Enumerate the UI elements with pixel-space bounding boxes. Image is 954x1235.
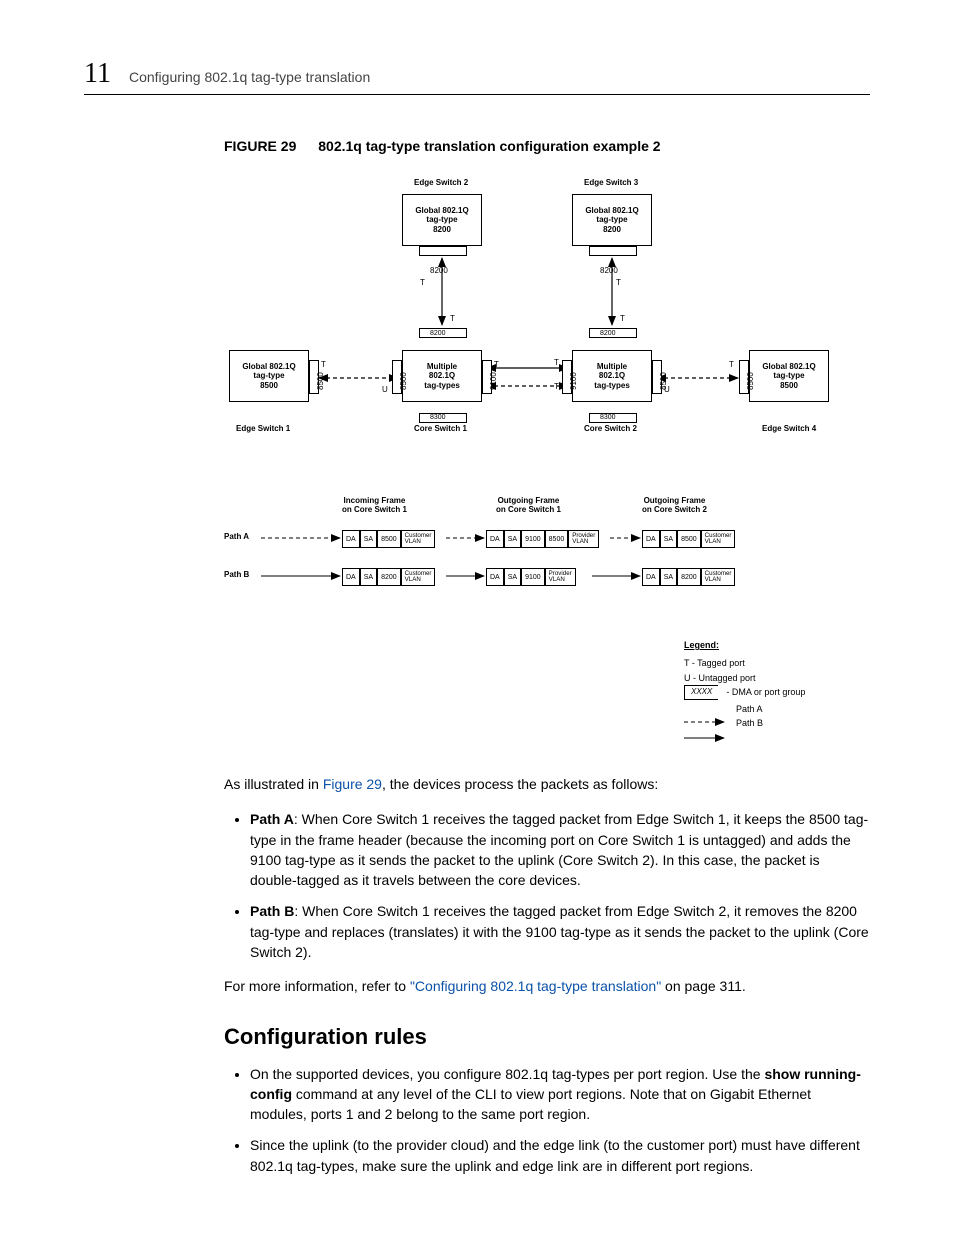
pathA-label: Path A — [224, 532, 249, 541]
legend-title: Legend: — [684, 638, 805, 652]
config-link[interactable]: "Configuring 802.1q tag-type translation… — [410, 978, 661, 994]
core1-right-t: T — [494, 360, 499, 369]
edge3-box: Global 802.1Q tag-type 8200 — [572, 194, 652, 246]
core1-left-u: U — [382, 385, 388, 394]
core1-name: Core Switch 1 — [414, 424, 467, 433]
edge3-name: Edge Switch 3 — [584, 178, 638, 187]
core2-box: Multiple 802.1Q tag-types — [572, 350, 652, 402]
frame-header-out1: Outgoing Frame on Core Switch 1 — [496, 496, 561, 514]
core2-top-tag: 8200 — [600, 330, 616, 337]
legend-untagged: U - Untagged port — [684, 671, 805, 685]
core2-left-t2: T — [554, 382, 559, 391]
pathB-item: Path B: When Core Switch 1 receives the … — [250, 900, 870, 962]
page-header: 11 Configuring 802.1q tag-type translati… — [84, 58, 870, 95]
frame-b-in: DA SA 8200 Customer VLAN — [342, 568, 435, 586]
pathA-item: Path A: When Core Switch 1 receives the … — [250, 808, 870, 890]
core2-left-t1: T — [554, 358, 559, 367]
frame-b-out1: DA SA 9100 Provider VLAN — [486, 568, 576, 586]
legend: Legend: T - Tagged port U - Untagged por… — [684, 638, 805, 731]
figure-label: FIGURE 29 — [224, 138, 296, 154]
edge1-box: Global 802.1Q tag-type 8500 — [229, 350, 309, 402]
figure-title: 802.1q tag-type translation configuratio… — [318, 138, 660, 154]
frame-header-in: Incoming Frame on Core Switch 1 — [342, 496, 407, 514]
core1-box: Multiple 802.1Q tag-types — [402, 350, 482, 402]
core2-right-u: U — [664, 385, 670, 394]
rule1-item: On the supported devices, you configure … — [250, 1063, 870, 1125]
rules-list: On the supported devices, you configure … — [224, 1063, 870, 1176]
core2-left-tag: 9100 — [569, 372, 578, 390]
legend-pathB: Path B — [684, 716, 805, 730]
legend-tagged: T - Tagged port — [684, 656, 805, 670]
frame-a-out2: DA SA 8500 Customer VLAN — [642, 530, 735, 548]
page: 11 Configuring 802.1q tag-type translati… — [0, 0, 954, 1235]
core1-bottom-tag: 8300 — [430, 414, 446, 421]
edge4-name: Edge Switch 4 — [762, 424, 816, 433]
core1-top-t: T — [450, 314, 455, 323]
edge3-port — [589, 246, 637, 256]
section-heading: Configuration rules — [224, 1021, 870, 1053]
edge4-port-tag: 8500 — [746, 372, 755, 390]
pathB-label: Path B — [224, 570, 249, 579]
core1-top-tag: 8200 — [430, 330, 446, 337]
rule2-item: Since the uplink (to the provider cloud)… — [250, 1134, 870, 1176]
edge1-port-t: T — [321, 360, 326, 369]
chapter-number: 11 — [84, 58, 111, 90]
core2-top-t: T — [620, 314, 625, 323]
figure-caption: FIGURE 29 802.1q tag-type translation co… — [224, 138, 661, 154]
frame-a-out1: DA SA 9100 8500 Provider VLAN — [486, 530, 599, 548]
edge2-port-t: T — [420, 278, 425, 287]
network-diagram: Edge Switch 2 Global 802.1Q tag-type 820… — [224, 170, 894, 770]
edge3-port-t: T — [616, 278, 621, 287]
frame-a-in: DA SA 8500 Customer VLAN — [342, 530, 435, 548]
edge2-box: Global 802.1Q tag-type 8200 — [402, 194, 482, 246]
legend-dma: XXXX - DMA or port group — [684, 685, 805, 700]
edge1-name: Edge Switch 1 — [236, 424, 290, 433]
moreinfo-paragraph: For more information, refer to "Configur… — [224, 976, 870, 996]
edge2-port-tag: 8200 — [430, 266, 448, 275]
figure-link[interactable]: Figure 29 — [323, 776, 382, 792]
core2-bottom-tag: 8300 — [600, 414, 616, 421]
edge4-port-t: T — [729, 360, 734, 369]
legend-pathA: Path A — [684, 702, 805, 716]
edge2-name: Edge Switch 2 — [414, 178, 468, 187]
edge2-port — [419, 246, 467, 256]
core1-right-tag: 9100 — [489, 372, 498, 390]
intro-paragraph: As illustrated in Figure 29, the devices… — [224, 774, 870, 794]
frame-b-out2: DA SA 8200 Customer VLAN — [642, 568, 735, 586]
chapter-title: Configuring 802.1q tag-type translation — [129, 69, 370, 85]
core1-left-tag: 8500 — [399, 372, 408, 390]
body-text: As illustrated in Figure 29, the devices… — [224, 760, 870, 1186]
frame-header-out2: Outgoing Frame on Core Switch 2 — [642, 496, 707, 514]
edge4-box: Global 802.1Q tag-type 8500 — [749, 350, 829, 402]
edge3-port-tag: 8200 — [600, 266, 618, 275]
path-list: Path A: When Core Switch 1 receives the … — [224, 808, 870, 962]
core2-name: Core Switch 2 — [584, 424, 637, 433]
edge1-port-tag: 8500 — [316, 372, 325, 390]
